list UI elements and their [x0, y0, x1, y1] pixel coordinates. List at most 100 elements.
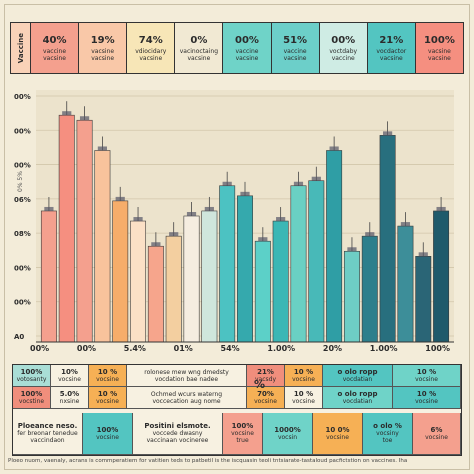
bar [397, 225, 414, 343]
header-cells: 40% vaccine vacsine 19% vacsine vacsine 74% vdi… [31, 23, 463, 73]
syringe-cap [151, 242, 161, 247]
bar [130, 220, 147, 343]
table-row: 100% vocstine 5.0% nxsine 10 % vocsine Ochmed … [13, 387, 461, 409]
y-tick-label: 08% [14, 230, 31, 238]
x-tick-label: 1.00% [369, 344, 398, 353]
table-cell: 6% vocsine [413, 413, 461, 455]
table-cell: 100% vocstine [13, 387, 51, 409]
header-cell-label: vocdactor vacsine [376, 47, 407, 62]
x-tick-label: 20% [322, 344, 343, 353]
table-cell-value: 10% [61, 367, 78, 376]
table-cell-value: 10 0% [325, 425, 350, 434]
header-cell-label: vacsine vacsine [428, 47, 451, 62]
header-cell: 00% vaccine vacsine [223, 23, 272, 73]
table-cell-text: vocsine [96, 375, 119, 383]
header-cell: 51% vaccine vacsine [271, 23, 320, 73]
bar-chart: 00% 00% 00% 06% 08% 00% 00% A0 0% 5% [10, 80, 464, 360]
bar [254, 240, 271, 343]
y-axis-mid-label: 0% 5% [17, 171, 24, 192]
table-cell-value: 100% [20, 389, 43, 398]
syringe-cap [186, 212, 197, 216]
x-axis-labels: 00% 00% 5.4% 01% 54% 1.00% 20% 1.00% 100% [30, 344, 450, 358]
table-cell: 5.0% nxsine [51, 387, 89, 409]
table-cell: 100% vocsine true [223, 413, 263, 455]
header-cell: 100% vacsine vacsine [415, 23, 463, 73]
header-cell-label: vaccine vacsine [235, 47, 259, 62]
table-cell-value: o olo ropp [337, 367, 378, 376]
table-cell-text: vocsine [425, 433, 448, 441]
syringe-cap [204, 206, 214, 211]
table-cell: Positini elsmote. voccede dwasny vaccinaan… [133, 413, 223, 455]
table-cell: 10 % vocsine [285, 387, 323, 409]
table-cell-value: 100% [96, 425, 119, 434]
bar [112, 200, 129, 343]
table-cell-text: voccede dwasny vaccinaan vocineree [146, 430, 209, 444]
table-cell: 10 % vocsine [89, 387, 127, 409]
table-cell-text: vocsine [292, 375, 315, 383]
table-cell-text: vocsine [415, 397, 438, 405]
table-cell-value: 10 % [293, 389, 314, 398]
syringe-cap [79, 116, 90, 121]
table-cell: 10% vocsine [51, 365, 89, 387]
table-cell-text: fer breonar tenedue vaccindaon [17, 430, 78, 444]
syringe-cap [400, 222, 411, 227]
table-cell-text: Ochmed wcurs waterng voccecation aug nome [150, 390, 223, 405]
percent-mark: % [254, 378, 266, 391]
table-row: 100% votosanty 10% vocsine 10 % vocsine rolone… [13, 365, 461, 387]
syringe-cap [436, 206, 446, 211]
header-side-label: Vaccine [11, 23, 31, 73]
y-tick-label: A0 [14, 333, 24, 341]
x-tick-label: 54% [220, 344, 240, 353]
table-cell: rolonese mew wng dmedsty vocdation bae na… [127, 365, 247, 387]
table-cell-value: 1000% [274, 425, 301, 434]
syringe-cap [329, 146, 339, 151]
y-tick-label: 00% [14, 127, 31, 135]
chart-svg: 00% 00% 00% 06% 08% 00% 00% A0 0% 5% [14, 90, 454, 343]
table-cell-text: vocsine true [231, 430, 254, 444]
syringe-cap [222, 181, 232, 186]
table-cell-value: 100% [231, 422, 254, 430]
x-tick-label: 5.4% [123, 344, 146, 353]
table-cell: 10 % vocsine [393, 387, 461, 409]
header-cell-pct: 74% [138, 34, 163, 46]
y-tick-label: 00% [14, 162, 31, 170]
header-cell-label: vaccine vacsine [43, 47, 67, 62]
syringe-cap [62, 111, 72, 116]
table-cell: o olo ropp vocdatian [323, 365, 393, 387]
header-cell-label: vacinoctaing vacsine [179, 47, 219, 62]
header-cell-label: voctdaby vaccine [329, 47, 358, 62]
legend-table: 100% votosanty 10% vocsine 10 % vocsine rolone… [12, 364, 462, 456]
header-cell-pct: 100% [423, 34, 455, 46]
header-cell-label: vaccine vacsine [283, 47, 307, 62]
table-cell-text: vocsine [58, 375, 81, 383]
x-tick-label: 01% [173, 344, 193, 353]
table-cell-text: vocsine [292, 397, 315, 405]
table-cell: 10 % vocsine [285, 365, 323, 387]
table-cell-text: vocsine [254, 397, 277, 405]
header-cell: 40% vaccine vacsine [31, 23, 80, 73]
table-cell: 100% votosanty [13, 365, 51, 387]
table-cell-text: vocsin [277, 433, 298, 441]
syringe-cap [311, 176, 321, 181]
table-cell-value: 10 % [416, 389, 437, 398]
table-cell-value: 10 % [293, 367, 314, 376]
syringe-cap [293, 181, 304, 186]
bar [379, 135, 396, 343]
table-cell: 100% vocsine [83, 413, 133, 455]
x-tick-label: 00% [76, 344, 97, 353]
table-cell-text: vacsdy [254, 375, 276, 383]
bar [343, 250, 360, 343]
syringe-cap [133, 217, 143, 222]
x-tick-label: 00% [30, 344, 50, 353]
table-cell-text: vocsiny toe [376, 430, 399, 444]
bar [40, 210, 57, 343]
table-cell: o olo ropp vocdatian [323, 387, 393, 409]
table-cell-value: 10 % [416, 367, 437, 376]
syringe-cap [258, 237, 268, 242]
table-cell-value: 21% [257, 367, 274, 376]
syringe-cap [115, 196, 125, 201]
bar [433, 210, 450, 343]
table-cell: 10 0% vocsine [313, 413, 363, 455]
page-frame [4, 4, 470, 470]
bar [308, 180, 325, 343]
